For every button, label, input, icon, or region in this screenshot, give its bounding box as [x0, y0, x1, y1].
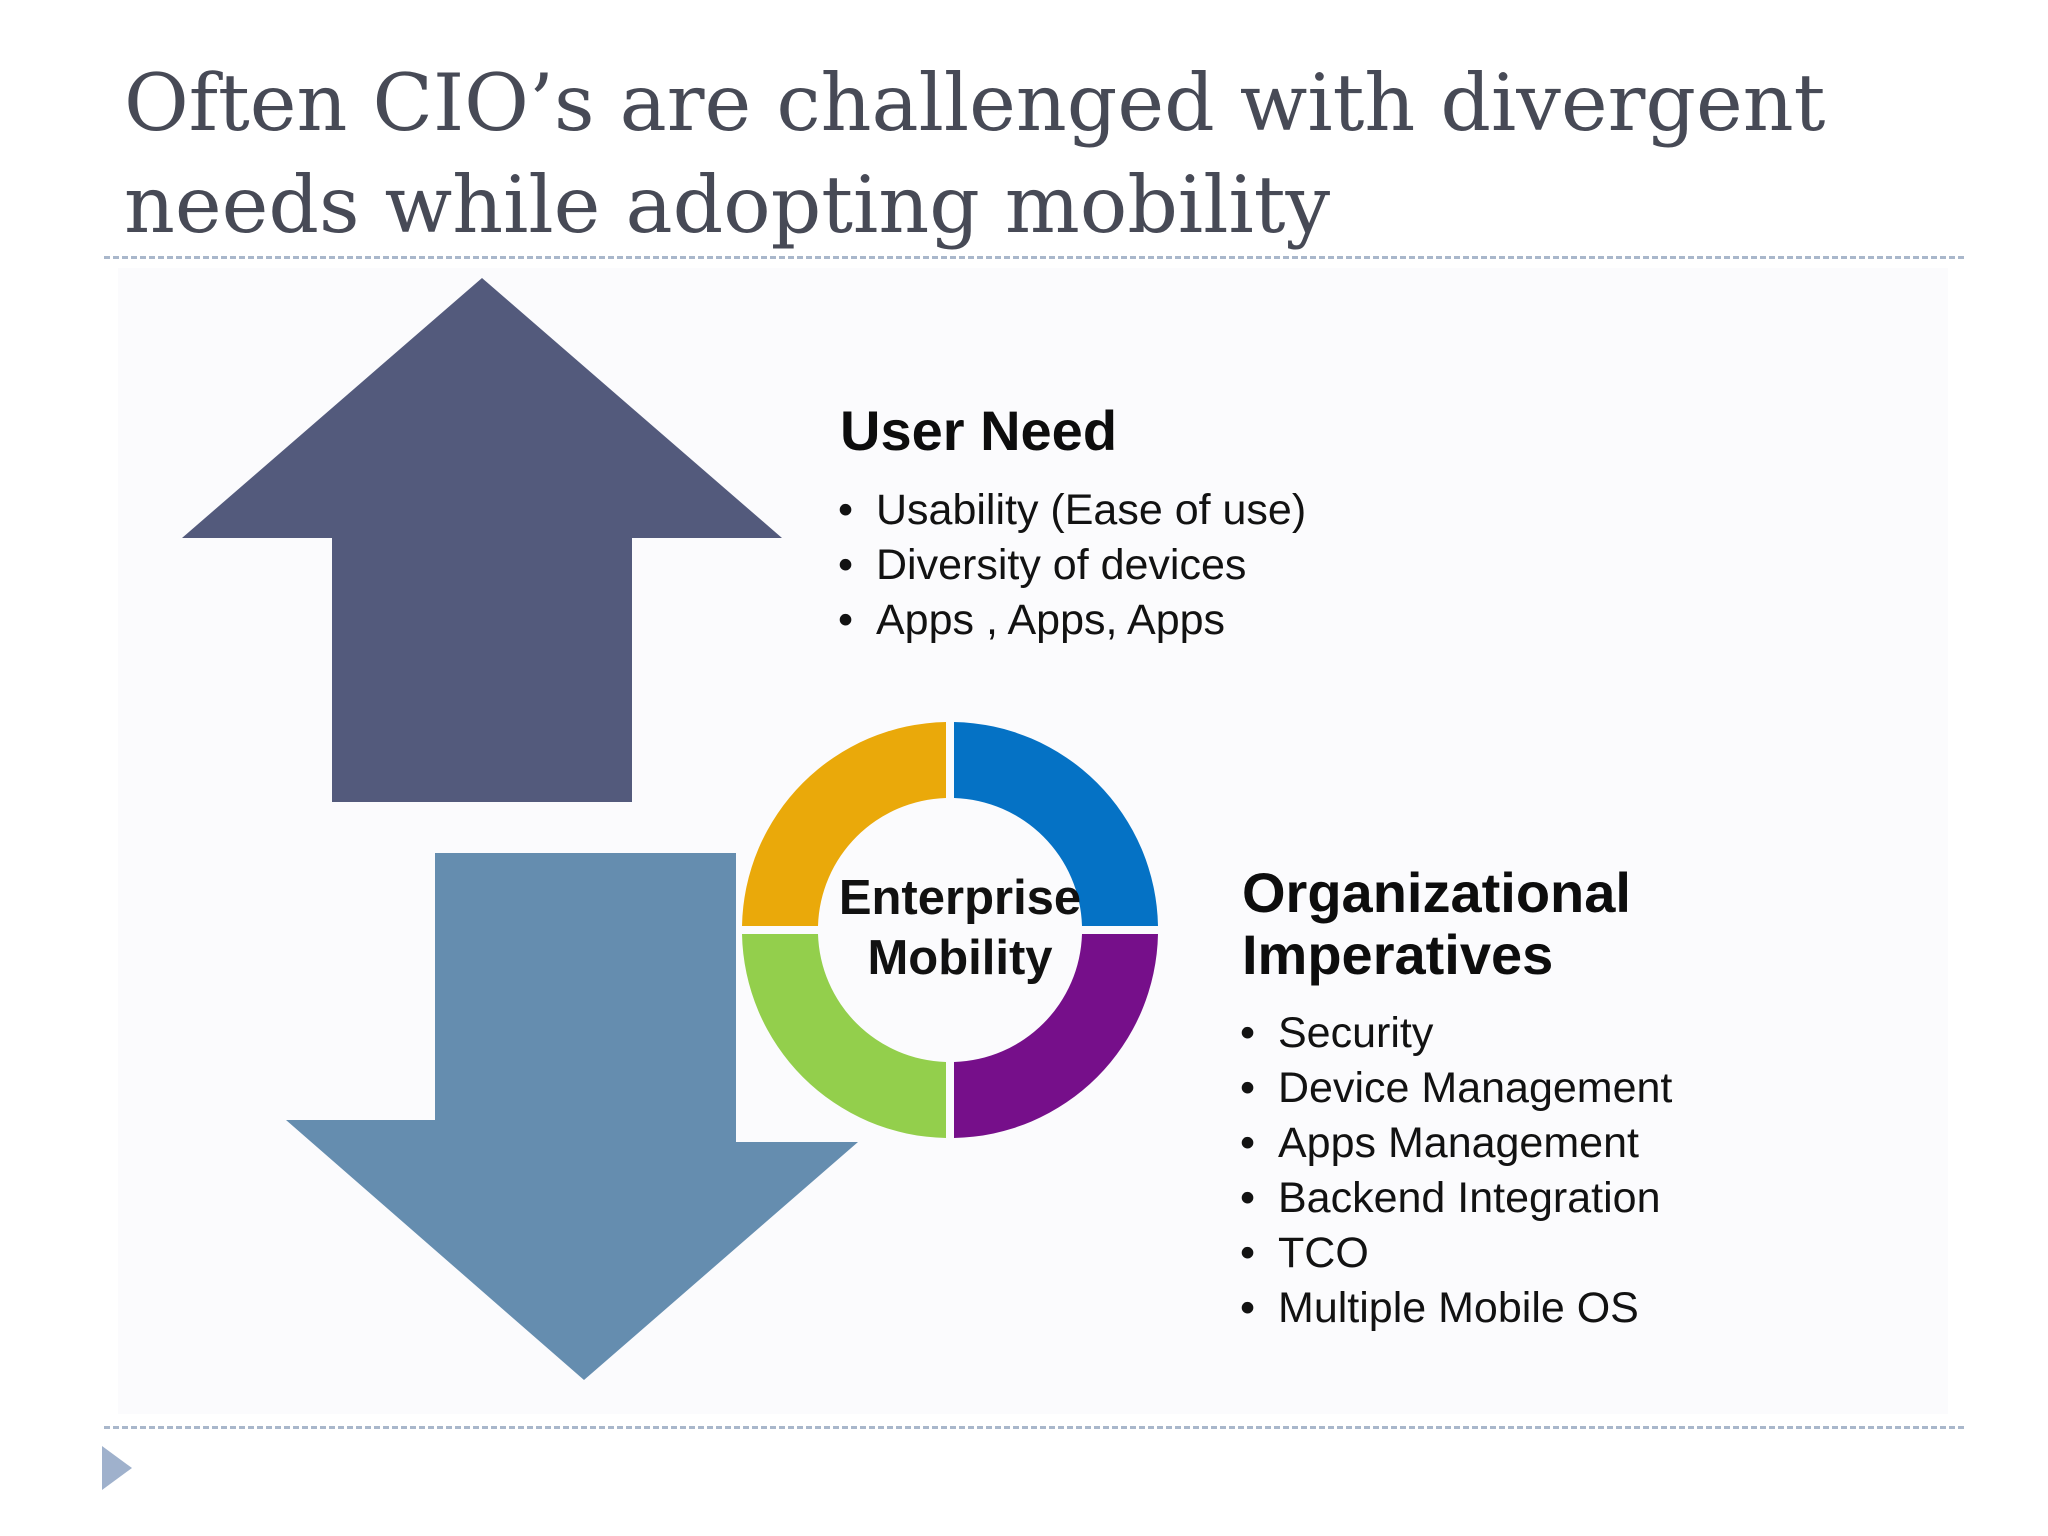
ring-segment-top-right	[954, 722, 1158, 926]
top-divider	[104, 256, 1964, 259]
list-item: Apps Management	[1240, 1116, 1672, 1171]
list-item: Multiple Mobile OS	[1240, 1281, 1672, 1336]
user-need-heading: User Need	[840, 399, 1118, 462]
list-item: Usability (Ease of use)	[838, 483, 1306, 538]
ring-segment-bottom-left	[742, 934, 946, 1138]
slide-title-line-1: Often CIO’s are challenged with divergen…	[124, 57, 1826, 149]
ring-segment-top-left	[742, 722, 946, 926]
ring-segment-bottom-right	[954, 934, 1158, 1138]
list-item: Apps , Apps, Apps	[838, 593, 1306, 648]
organizational-imperatives-heading: Organizational Imperatives	[1242, 862, 1631, 986]
down-arrow	[286, 853, 858, 1380]
list-item: Device Management	[1240, 1061, 1672, 1116]
org-heading-line-1: Organizational	[1242, 861, 1631, 924]
org-heading-line-2: Imperatives	[1242, 923, 1554, 986]
list-item: TCO	[1240, 1226, 1672, 1281]
triangle-right-icon[interactable]	[102, 1446, 132, 1490]
list-item: Diversity of devices	[838, 538, 1306, 593]
organizational-imperatives-list: Security Device Management Apps Manageme…	[1240, 1006, 1672, 1336]
enterprise-mobility-label: Enterprise Mobility	[820, 868, 1100, 988]
center-label-line-1: Enterprise	[838, 871, 1082, 925]
center-label-line-2: Mobility	[867, 931, 1053, 985]
slide-title: Often CIO’s are challenged with divergen…	[124, 52, 1924, 256]
list-item: Backend Integration	[1240, 1171, 1672, 1226]
slide-title-line-2: needs while adopting mobility	[124, 159, 1331, 251]
up-arrow	[182, 278, 782, 802]
list-item: Security	[1240, 1006, 1672, 1061]
bottom-divider	[104, 1426, 1964, 1429]
mobility-ring	[742, 722, 1158, 1138]
user-need-list: Usability (Ease of use) Diversity of dev…	[838, 483, 1306, 648]
